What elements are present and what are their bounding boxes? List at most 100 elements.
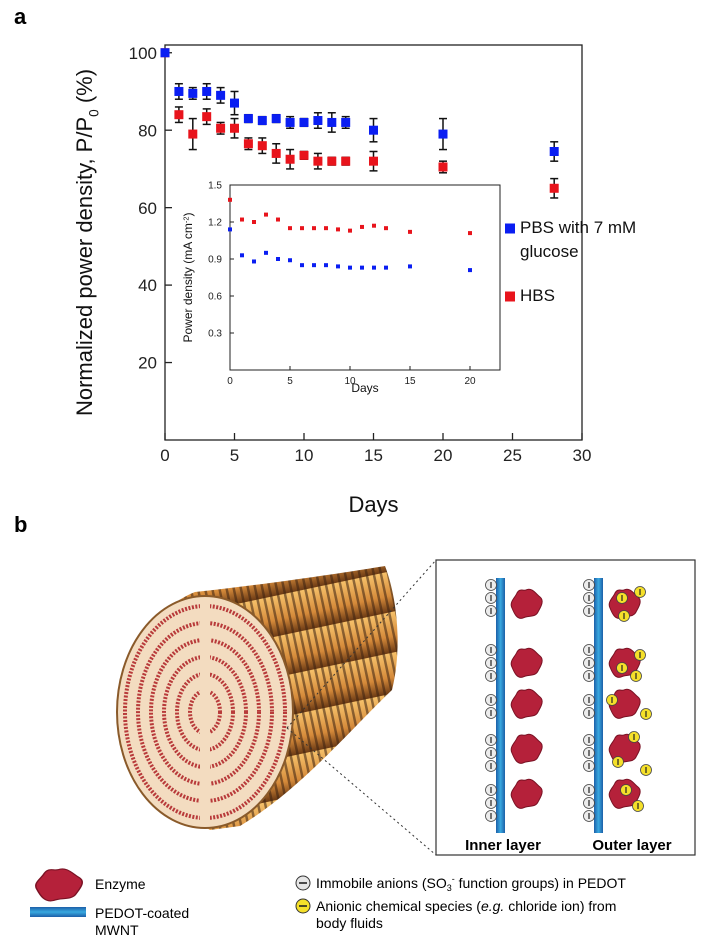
x-tick-label: 5 xyxy=(287,376,293,387)
data-point xyxy=(299,117,309,127)
data-point xyxy=(188,129,198,139)
x-tick-label: 0 xyxy=(227,376,233,387)
data-point xyxy=(324,263,328,268)
data-point xyxy=(438,129,448,139)
data-point xyxy=(240,253,244,258)
pedot-layer xyxy=(594,578,603,833)
data-point xyxy=(288,226,292,231)
data-point xyxy=(252,259,256,264)
legend-text: PEDOT-coated xyxy=(95,905,189,921)
x-axis-title: Days xyxy=(348,492,398,517)
y-axis-title-part: ) xyxy=(181,213,195,217)
data-point xyxy=(468,268,472,273)
inset-chart: 0 5 10 15 20 0.3 0.6 0.9 1.2 1.5 Days Power density… xyxy=(181,181,501,395)
data-point xyxy=(299,150,309,160)
superscript: - xyxy=(452,874,455,884)
y-tick-label: 1.2 xyxy=(208,218,222,229)
legend-text-part: e.g. xyxy=(481,898,504,914)
data-point xyxy=(438,162,448,172)
data-point xyxy=(336,264,340,269)
pedot-layer xyxy=(496,578,505,833)
data-point xyxy=(549,183,559,193)
data-point xyxy=(336,227,340,232)
data-point xyxy=(252,220,256,224)
x-tick-label: 10 xyxy=(344,376,356,387)
data-point xyxy=(202,86,212,96)
data-point xyxy=(264,212,268,217)
y-axis-title: Normalized power density, P/P0 (%) xyxy=(72,69,102,416)
data-point xyxy=(288,258,292,263)
data-point xyxy=(360,224,364,229)
data-point xyxy=(360,265,364,270)
enzyme-icon xyxy=(35,868,83,902)
data-point xyxy=(271,114,281,124)
panel-label: b xyxy=(14,512,27,537)
x-tick-label: 30 xyxy=(573,446,592,465)
y-tick-label: 100 xyxy=(129,44,157,63)
legend-label: HBS xyxy=(520,285,555,305)
legend-swatch xyxy=(505,223,515,234)
legend-text: Anionic chemical species (e.g. chloride … xyxy=(316,898,616,914)
y-axis-title-part: Power density (mA cm xyxy=(181,223,195,342)
spiral-ring xyxy=(123,604,287,820)
x-tick-label: 0 xyxy=(160,446,169,465)
data-point xyxy=(341,156,351,166)
data-point xyxy=(348,228,352,233)
legend-text-part: function groups) in PEDOT xyxy=(455,875,627,891)
legend-text: Enzyme xyxy=(95,876,146,892)
plot-frame xyxy=(229,184,501,371)
data-point xyxy=(369,156,378,166)
y-tick-label: 80 xyxy=(138,121,157,140)
y-axis-title-script: 0 xyxy=(87,109,102,117)
zoom-contents xyxy=(485,579,652,822)
x-tick-label: 20 xyxy=(434,446,453,465)
y-tick-label: 60 xyxy=(138,199,157,218)
x-tick-label: 5 xyxy=(230,446,239,465)
data-point xyxy=(216,123,226,133)
legend-text-part: chloride ion) from xyxy=(504,898,616,914)
fiber-illustration xyxy=(116,566,398,830)
data-point xyxy=(174,110,184,120)
spiral-ring xyxy=(162,655,248,769)
y-tick-label: 0.6 xyxy=(208,292,222,303)
data-point xyxy=(174,86,184,96)
y-axis-title-part: Normalized power density, P/P xyxy=(72,117,97,416)
data-point xyxy=(228,227,232,232)
legend-swatch xyxy=(505,291,515,302)
data-point xyxy=(285,154,295,164)
data-point xyxy=(549,146,559,156)
data-point xyxy=(271,148,281,158)
y-tick-label: 0.3 xyxy=(208,329,222,340)
data-point xyxy=(188,88,198,98)
data-point xyxy=(468,231,472,236)
data-point xyxy=(408,229,412,234)
data-point xyxy=(230,98,239,108)
data-point xyxy=(327,156,337,166)
subscript: 3 xyxy=(447,883,452,893)
legend-label: PBS with 7 mM glucose xyxy=(520,217,637,261)
x-tick-label: 10 xyxy=(295,446,314,465)
pedot-icon xyxy=(30,907,86,917)
data-point xyxy=(243,139,253,149)
x-axis-title: Days xyxy=(351,381,378,395)
data-point xyxy=(324,226,328,231)
data-point xyxy=(408,264,412,269)
data-point xyxy=(348,265,352,270)
data-point xyxy=(257,116,267,126)
data-point xyxy=(276,257,280,261)
data-point xyxy=(228,197,232,202)
spiral-ring xyxy=(175,672,235,752)
data-point xyxy=(327,117,337,127)
data-point xyxy=(384,226,388,231)
y-tick-label: 0.9 xyxy=(208,255,222,266)
data-point xyxy=(312,263,316,268)
x-tick-label: 15 xyxy=(404,376,416,387)
legend-text: MWNT xyxy=(95,922,139,938)
legend-entry: PBS with 7 mM glucose xyxy=(520,217,637,261)
y-axis-title-part: (%) xyxy=(72,69,97,109)
data-point xyxy=(372,223,376,228)
data-point xyxy=(230,123,239,133)
